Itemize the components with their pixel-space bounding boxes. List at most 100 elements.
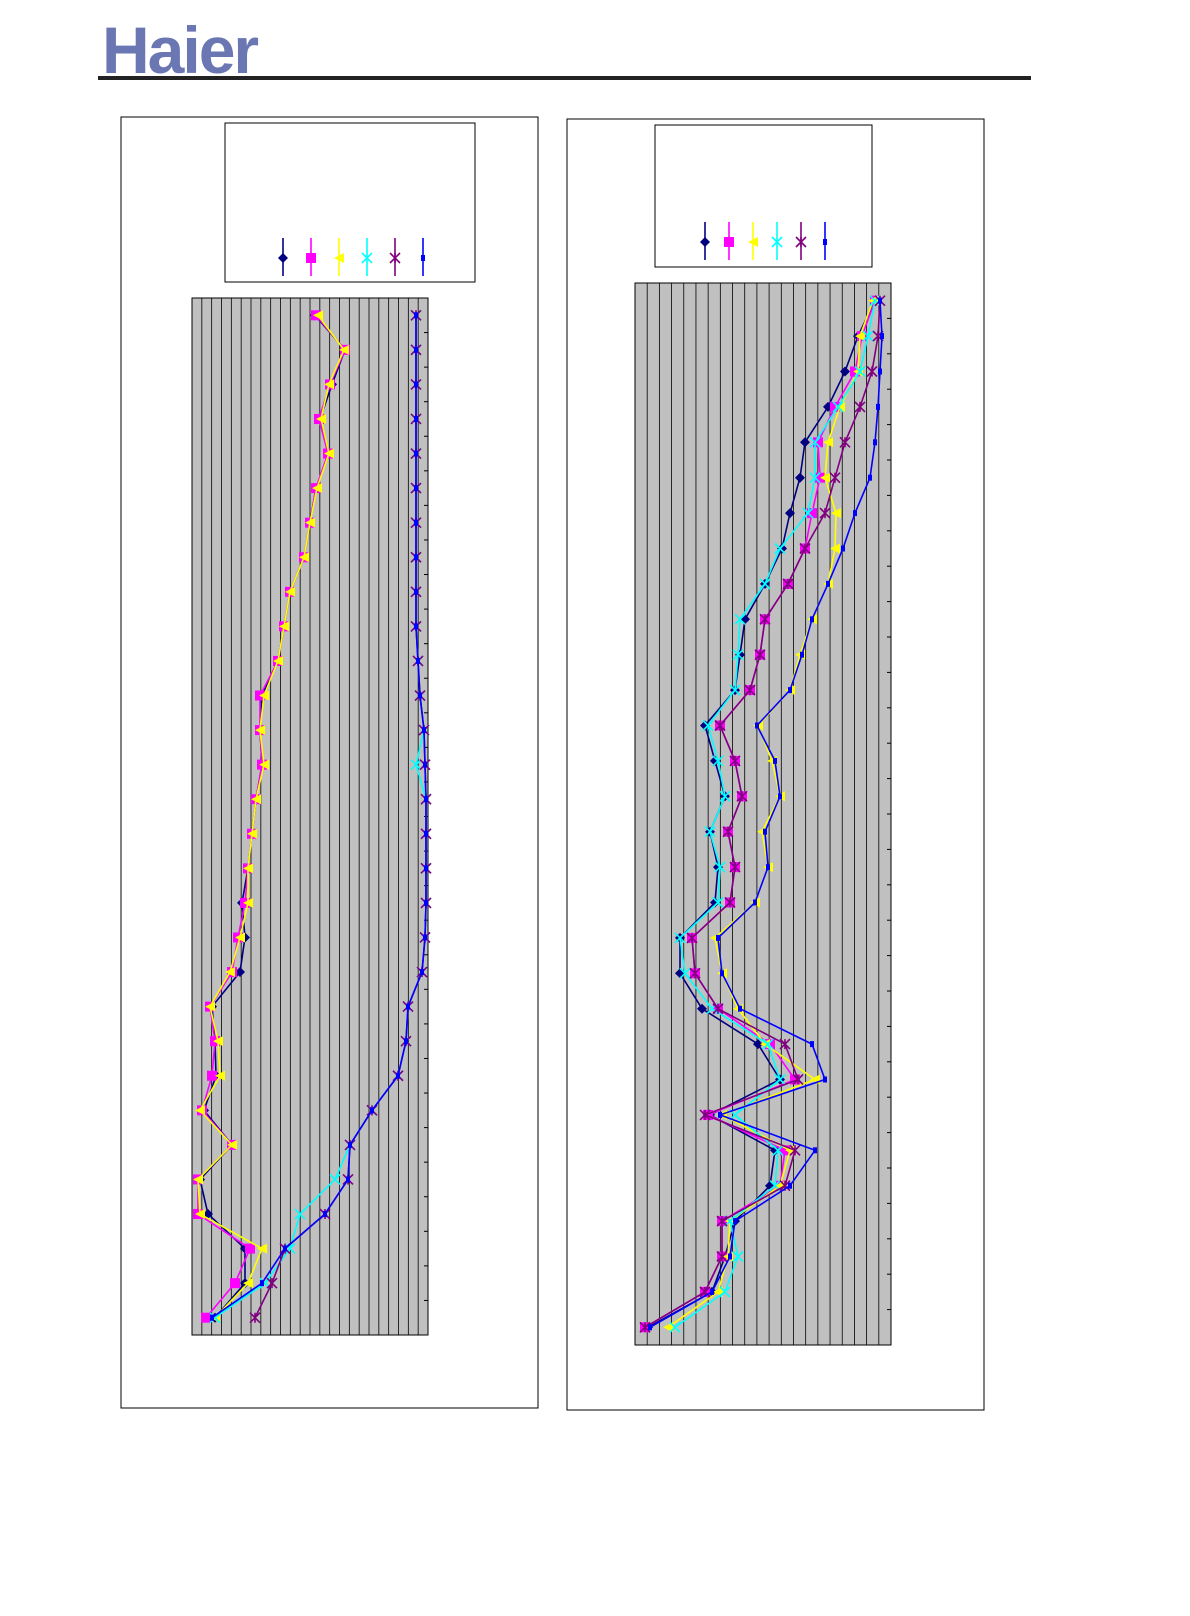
marker-shape xyxy=(880,333,884,340)
marker-shape xyxy=(762,1038,774,1050)
marker xyxy=(754,649,766,661)
marker-shape xyxy=(306,253,316,263)
marker xyxy=(774,1073,786,1086)
marker-shape xyxy=(235,967,245,978)
marker-shape xyxy=(266,1277,278,1289)
legend-marker xyxy=(361,252,373,264)
marker-shape xyxy=(830,543,840,554)
marker-shape xyxy=(406,1003,410,1010)
marker xyxy=(807,508,817,519)
marker-shape xyxy=(339,344,349,355)
marker-shape xyxy=(813,437,823,448)
marker xyxy=(732,649,744,661)
marker xyxy=(243,897,253,908)
marker xyxy=(230,1278,240,1289)
marker-shape xyxy=(823,239,827,245)
marker xyxy=(869,295,881,307)
marker xyxy=(257,1243,267,1254)
marker xyxy=(878,368,882,375)
marker-shape xyxy=(704,826,716,838)
marker xyxy=(207,1070,217,1081)
marker xyxy=(699,1109,711,1121)
marker-shape xyxy=(235,932,245,943)
marker-shape xyxy=(414,346,418,353)
marker-shape xyxy=(878,297,882,304)
marker-shape xyxy=(855,331,865,342)
marker xyxy=(285,586,295,597)
marker-shape xyxy=(866,365,878,378)
legend-box xyxy=(654,124,873,268)
marker xyxy=(729,684,741,696)
marker-shape xyxy=(873,439,877,446)
marker-shape xyxy=(324,448,334,459)
marker-shape xyxy=(225,967,235,978)
marker-shape xyxy=(788,1182,792,1189)
marker xyxy=(209,1312,221,1324)
marker xyxy=(679,967,691,979)
marker xyxy=(414,623,418,630)
marker xyxy=(648,1324,652,1331)
marker-shape xyxy=(316,413,326,424)
marker-shape xyxy=(700,720,710,731)
series-line xyxy=(674,300,876,1328)
legend-marker xyxy=(823,239,827,245)
marker-shape xyxy=(729,861,741,873)
marker xyxy=(766,864,770,871)
marker xyxy=(193,1174,203,1185)
marker xyxy=(866,365,878,378)
marker-shape xyxy=(720,970,724,977)
marker-shape xyxy=(759,613,771,625)
marker-shape xyxy=(410,759,422,771)
marker xyxy=(773,757,777,764)
marker-shape xyxy=(823,1076,827,1083)
legend-marker xyxy=(724,237,734,247)
marker xyxy=(210,1314,214,1321)
logo: Haier xyxy=(102,13,258,87)
marker xyxy=(830,543,840,554)
marker-shape xyxy=(728,1253,732,1260)
marker xyxy=(324,448,334,459)
marker-shape xyxy=(414,519,418,526)
marker xyxy=(418,692,422,699)
legend-marker xyxy=(306,253,316,263)
marker xyxy=(724,896,736,909)
marker xyxy=(873,439,877,446)
marker-shape xyxy=(868,295,878,306)
marker xyxy=(734,613,746,625)
marker-shape xyxy=(243,1278,253,1289)
marker xyxy=(284,1243,296,1255)
marker-shape xyxy=(279,621,289,632)
marker xyxy=(820,472,830,483)
marker-shape xyxy=(714,861,726,873)
marker xyxy=(810,1041,814,1048)
marker xyxy=(249,1312,261,1324)
marker-shape xyxy=(719,790,731,802)
marker-shape xyxy=(729,684,741,696)
marker-shape xyxy=(853,510,857,517)
marker xyxy=(831,508,841,519)
marker xyxy=(714,861,726,873)
marker xyxy=(414,415,418,422)
marker-shape xyxy=(810,616,814,623)
legend-marker xyxy=(795,236,807,248)
marker xyxy=(719,790,731,802)
marker xyxy=(396,1072,400,1079)
marker xyxy=(840,366,850,377)
marker xyxy=(201,1312,211,1323)
marker xyxy=(195,1209,205,1220)
marker xyxy=(868,474,872,481)
marker xyxy=(245,1243,255,1254)
marker xyxy=(689,967,701,979)
marker xyxy=(813,1147,817,1154)
marker-shape xyxy=(227,1139,237,1150)
marker-shape xyxy=(710,1288,714,1295)
marker-shape xyxy=(703,1109,713,1120)
marker xyxy=(305,517,315,528)
marker-shape xyxy=(744,684,756,696)
marker-shape xyxy=(285,586,295,597)
marker-shape xyxy=(748,237,758,247)
marker-shape xyxy=(278,253,288,263)
marker xyxy=(299,552,309,563)
